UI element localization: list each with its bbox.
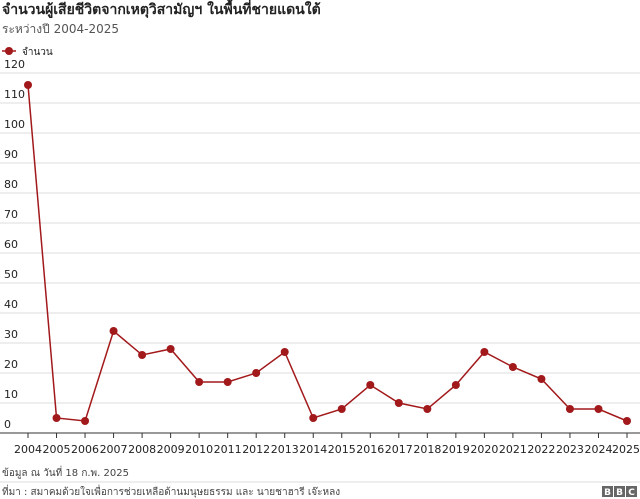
logo-box — [626, 486, 637, 497]
point — [252, 369, 261, 377]
logo-box — [614, 486, 625, 497]
y-tick-label: 110 — [4, 88, 25, 101]
point — [309, 414, 318, 422]
point — [337, 405, 346, 413]
x-tick-label: 2005 — [43, 443, 71, 456]
logo-letter: C — [628, 488, 635, 498]
point — [423, 405, 432, 413]
logo-box — [602, 486, 613, 497]
x-tick-label: 2011 — [214, 443, 242, 456]
point — [52, 414, 61, 422]
y-tick-label: 20 — [4, 358, 18, 371]
point — [366, 381, 375, 389]
line — [27, 84, 628, 422]
x-tick-label: 2021 — [499, 443, 527, 456]
source: ที่มา : สมาคมด้วยใจเพื่อการช่วยเหลือด้าน… — [2, 484, 340, 498]
x-tick-label: 2013 — [271, 443, 299, 456]
point — [138, 351, 147, 359]
x-tick-label: 2004 — [14, 443, 42, 456]
point — [223, 378, 232, 386]
x-tick-label: 2018 — [413, 443, 441, 456]
point — [195, 378, 204, 386]
y-tick-label: 10 — [4, 388, 18, 401]
x-tick-label: 2024 — [584, 443, 612, 456]
point — [537, 375, 546, 383]
point — [394, 399, 403, 407]
point — [24, 81, 32, 89]
chart-title: จำนวนผู้เสียชีวิตจากเหตุวิสามัญฯ ในพื้นท… — [2, 0, 321, 18]
x-tick-label: 2012 — [242, 443, 270, 456]
note: ข้อมูล ณ วันที่ 18 ก.พ. 2025 — [2, 465, 129, 479]
point — [508, 363, 517, 371]
logo-letter: B — [616, 488, 623, 498]
point — [565, 405, 574, 413]
x-tick-label: 2022 — [527, 443, 555, 456]
x-tick-label: 2016 — [356, 443, 384, 456]
y-tick-label: 30 — [4, 328, 18, 341]
x-tick-label: 2006 — [71, 443, 99, 456]
y-tick-label: 0 — [4, 418, 11, 431]
x-tick-label: 2007 — [100, 443, 128, 456]
x-tick-label: 2008 — [128, 443, 156, 456]
point — [81, 417, 90, 425]
x-tick-label: 2010 — [185, 443, 213, 456]
y-tick-label: 100 — [4, 118, 25, 131]
point — [594, 405, 603, 413]
logo-letter: B — [604, 488, 611, 498]
point — [166, 345, 175, 353]
y-tick-label: 70 — [4, 208, 18, 221]
legend-label: จำนวน — [22, 47, 53, 58]
y-tick-label: 50 — [4, 268, 18, 281]
point — [623, 417, 631, 425]
x-tick-label: 2019 — [442, 443, 470, 456]
x-tick-label: 2014 — [299, 443, 327, 456]
x-tick-label: 2025 — [612, 443, 640, 456]
point — [451, 381, 460, 389]
y-tick-label: 40 — [4, 298, 18, 311]
y-tick-label: 120 — [4, 58, 25, 71]
y-tick-label: 90 — [4, 148, 18, 161]
point — [280, 348, 289, 356]
chart-subtitle: ระหว่างปี 2004-2025 — [2, 22, 119, 36]
x-tick-label: 2017 — [385, 443, 413, 456]
x-tick-label: 2009 — [157, 443, 185, 456]
x-tick-label: 2023 — [556, 443, 584, 456]
point — [109, 327, 118, 335]
x-tick-label: 2020 — [470, 443, 498, 456]
y-tick-label: 80 — [4, 178, 18, 191]
x-tick-label: 2015 — [328, 443, 356, 456]
legend-marker — [5, 47, 13, 55]
y-tick-label: 60 — [4, 238, 18, 251]
point — [480, 348, 489, 356]
